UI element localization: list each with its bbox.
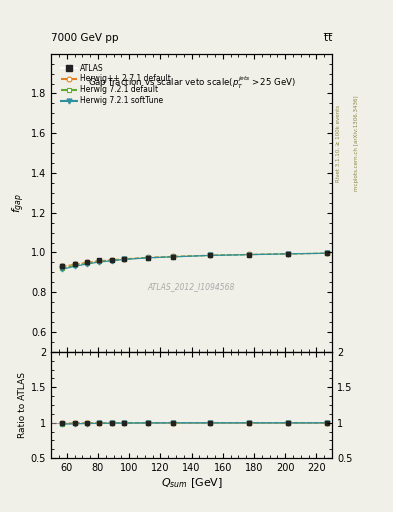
X-axis label: $Q_{sum}$ [GeV]: $Q_{sum}$ [GeV] (161, 476, 222, 489)
Text: ATLAS_2012_I1094568: ATLAS_2012_I1094568 (148, 282, 235, 291)
Y-axis label: $f_{gap}$: $f_{gap}$ (10, 193, 27, 213)
Text: Gap fraction vs scalar veto scale($p_T^{jets}>$25 GeV): Gap fraction vs scalar veto scale($p_T^{… (88, 75, 296, 91)
Text: mcplots.cern.ch [arXiv:1306.3436]: mcplots.cern.ch [arXiv:1306.3436] (354, 96, 359, 191)
Text: t̅t̅: t̅t̅ (324, 33, 332, 44)
Text: Rivet 3.1.10, ≥ 100k events: Rivet 3.1.10, ≥ 100k events (336, 105, 341, 182)
Text: 7000 GeV pp: 7000 GeV pp (51, 33, 119, 44)
Legend: ATLAS, Herwig++ 2.7.1 default, Herwig 7.2.1 default, Herwig 7.2.1 softTune: ATLAS, Herwig++ 2.7.1 default, Herwig 7.… (61, 63, 171, 105)
Y-axis label: Ratio to ATLAS: Ratio to ATLAS (18, 372, 27, 438)
